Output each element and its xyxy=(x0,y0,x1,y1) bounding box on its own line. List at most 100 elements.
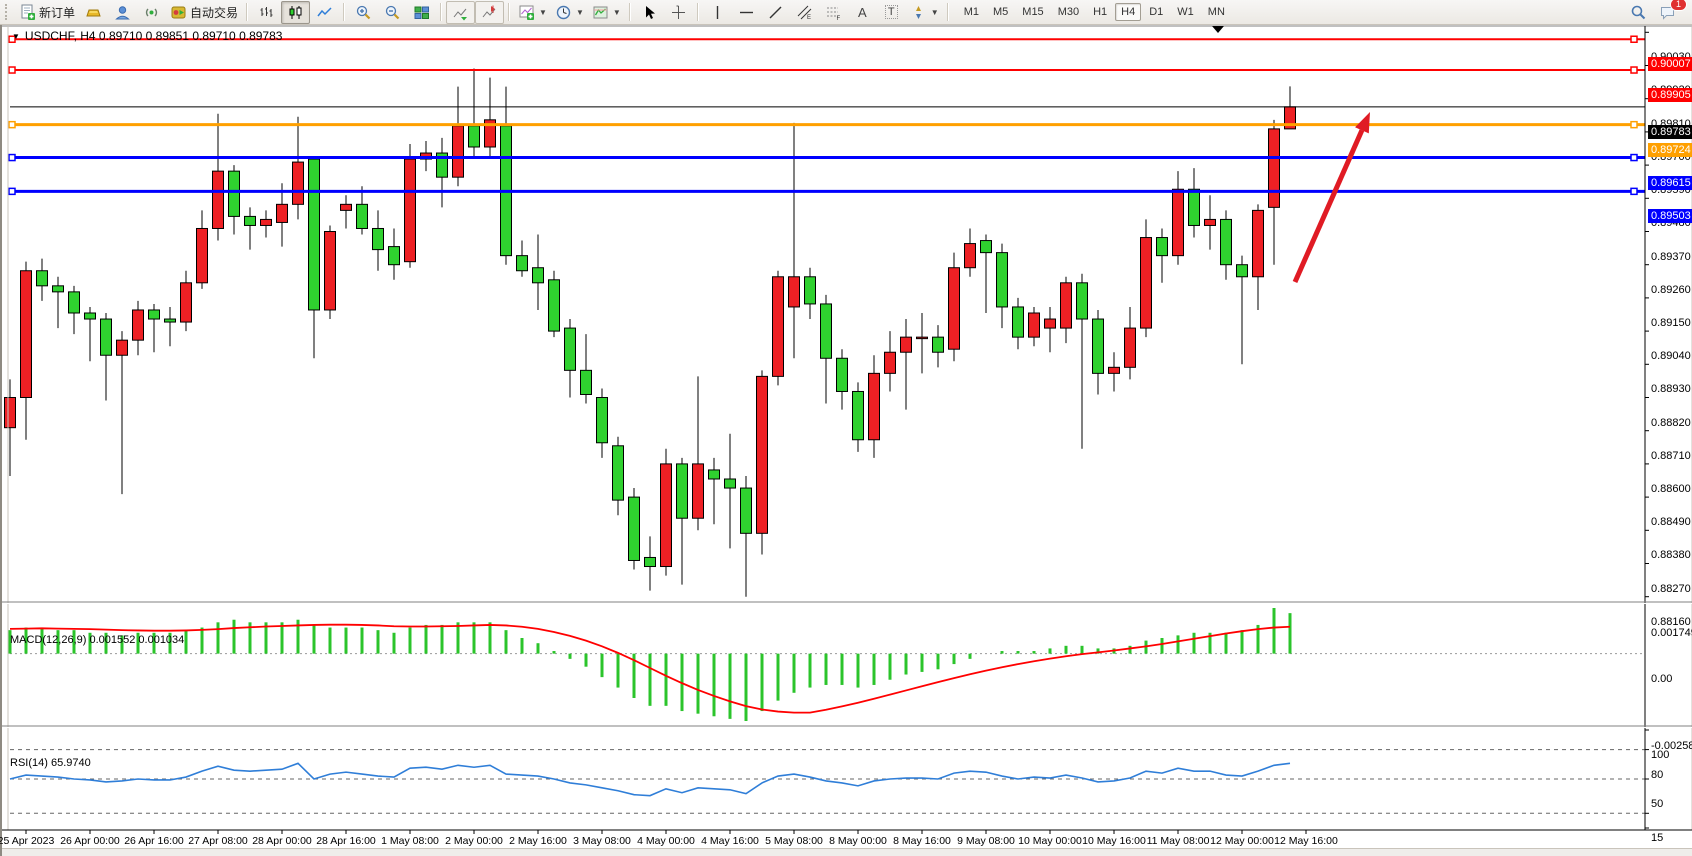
timeframe-button-M30[interactable]: M30 xyxy=(1057,6,1080,18)
crosshair-tool-button[interactable] xyxy=(664,1,693,24)
candle-body xyxy=(468,125,480,148)
timeframe-button-H1[interactable]: H1 xyxy=(1093,6,1108,18)
candle-body xyxy=(356,203,368,229)
auto-scroll-icon xyxy=(453,8,468,20)
zoom-out-button[interactable] xyxy=(378,1,407,24)
channel-tool-button[interactable]: E xyxy=(790,1,819,24)
market-button[interactable] xyxy=(79,1,108,24)
fibonacci-icon: F xyxy=(826,7,840,21)
periods-button[interactable]: ▼ xyxy=(551,1,588,24)
vertical-line-tool-button[interactable] xyxy=(703,1,732,24)
x-axis-date-label: 8 May 00:00 xyxy=(829,835,887,847)
timeframe-button-M1[interactable]: M1 xyxy=(963,6,979,18)
price-badge: 0.89615 xyxy=(1648,175,1692,190)
bar-chart-button[interactable] xyxy=(252,1,281,24)
x-axis-date-label: 28 Apr 00:00 xyxy=(252,835,312,847)
trendline-tool-button[interactable] xyxy=(761,1,790,24)
line-handle[interactable] xyxy=(8,66,16,74)
candle-body xyxy=(692,463,704,519)
line-handle[interactable] xyxy=(8,187,16,196)
window-bottom-border xyxy=(2,848,1692,856)
candle-body xyxy=(36,270,48,287)
notifications-button[interactable]: 1 xyxy=(1653,0,1687,24)
candle-body xyxy=(244,215,256,226)
candle-body xyxy=(1124,327,1136,368)
tile-windows-icon xyxy=(414,6,430,19)
tile-windows-button[interactable] xyxy=(407,1,436,24)
line-handle[interactable] xyxy=(8,35,16,43)
candle-body xyxy=(596,397,608,444)
toolbar-grip[interactable] xyxy=(5,4,11,20)
rsi-scale-label: 100 xyxy=(1651,749,1670,761)
timeframe-button-W1[interactable]: W1 xyxy=(1177,6,1194,18)
x-axis-date-label: 10 May 00:00 xyxy=(1018,835,1082,847)
candle-body xyxy=(52,285,64,293)
search-button[interactable] xyxy=(1624,1,1653,24)
y-axis-tick-label: 0.88820 xyxy=(1651,416,1691,429)
templates-button[interactable]: ▼ xyxy=(588,1,625,24)
candlestick-chart-button[interactable] xyxy=(281,0,311,24)
arrows-tool-button[interactable]: ▼ xyxy=(906,1,943,24)
cursor-tool-button[interactable] xyxy=(635,1,664,24)
candle-body xyxy=(612,445,624,501)
zoom-in-button[interactable] xyxy=(349,1,378,24)
candle-body xyxy=(1108,366,1120,374)
profile-button[interactable] xyxy=(108,1,137,24)
line-handle[interactable] xyxy=(8,120,16,129)
line-handle[interactable] xyxy=(1630,187,1638,196)
candle-body xyxy=(1236,264,1248,278)
candle-body xyxy=(884,351,896,374)
indicators-icon xyxy=(519,5,535,20)
candle-body xyxy=(980,240,992,254)
x-axis-date-label: 12 May 00:00 xyxy=(1210,835,1274,847)
signals-button[interactable] xyxy=(137,1,166,24)
trend-arrow-line[interactable] xyxy=(1292,129,1365,284)
chart-window: ▼ USDCHF, H4 0.89710 0.89851 0.89710 0.8… xyxy=(0,25,1692,856)
timeframe-button-M15[interactable]: M15 xyxy=(1022,6,1044,18)
y-axis-tick-label: 0.89260 xyxy=(1651,283,1691,296)
horizontal-line-tool-button[interactable] xyxy=(732,1,761,24)
line-handle[interactable] xyxy=(1630,66,1638,74)
indicators-button[interactable]: ▼ xyxy=(514,1,551,24)
auto-scroll-button[interactable] xyxy=(446,0,476,24)
text-label-tool-button[interactable]: T xyxy=(877,1,906,24)
candle-body xyxy=(1028,312,1040,338)
candle-body xyxy=(1012,306,1024,338)
timeframe-button-MN[interactable]: MN xyxy=(1207,6,1225,18)
timeframe-button-H4[interactable]: H4 xyxy=(1115,3,1142,21)
bar-chart-icon xyxy=(260,6,273,17)
candle-body xyxy=(452,125,464,178)
rsi-scale-label: 80 xyxy=(1651,768,1664,781)
signal-icon xyxy=(145,8,158,16)
x-axis-date-label: 3 May 08:00 xyxy=(573,835,631,847)
line-handle[interactable] xyxy=(1630,153,1638,162)
timeframe-button-M5[interactable]: M5 xyxy=(993,6,1009,18)
x-axis-date-label: 2 May 00:00 xyxy=(445,835,503,847)
trendline-icon xyxy=(769,6,782,18)
new-order-icon xyxy=(21,4,35,20)
trend-arrow-head[interactable] xyxy=(1355,112,1370,134)
candle-body xyxy=(132,309,144,341)
svg-text:F: F xyxy=(836,16,840,21)
x-axis-date-label: 8 May 16:00 xyxy=(893,835,951,847)
chart-symbol-title[interactable]: ▼ USDCHF, H4 0.89710 0.89851 0.89710 0.8… xyxy=(12,29,282,43)
text-tool-icon: A xyxy=(857,4,867,20)
text-tool-button[interactable]: A xyxy=(848,1,877,24)
line-handle[interactable] xyxy=(1630,35,1638,43)
template-icon xyxy=(593,6,608,18)
fibonacci-tool-button[interactable]: F xyxy=(819,1,848,24)
line-chart-button[interactable] xyxy=(310,1,339,24)
price-chart-canvas[interactable] xyxy=(2,25,1692,856)
timeframe-button-D1[interactable]: D1 xyxy=(1149,6,1164,18)
line-handle[interactable] xyxy=(8,153,16,162)
price-badge: 0.90007 xyxy=(1648,57,1692,72)
candle-body xyxy=(516,255,528,272)
candle-body xyxy=(1188,188,1200,226)
line-handle[interactable] xyxy=(1630,120,1638,129)
new-order-button[interactable]: 新订单 xyxy=(15,1,79,24)
x-axis-date-label: 4 May 16:00 xyxy=(701,835,759,847)
autotrading-button[interactable]: 自动交易 xyxy=(166,1,242,24)
chart-shift-button[interactable] xyxy=(475,0,505,24)
toolbar-separator xyxy=(246,3,249,21)
